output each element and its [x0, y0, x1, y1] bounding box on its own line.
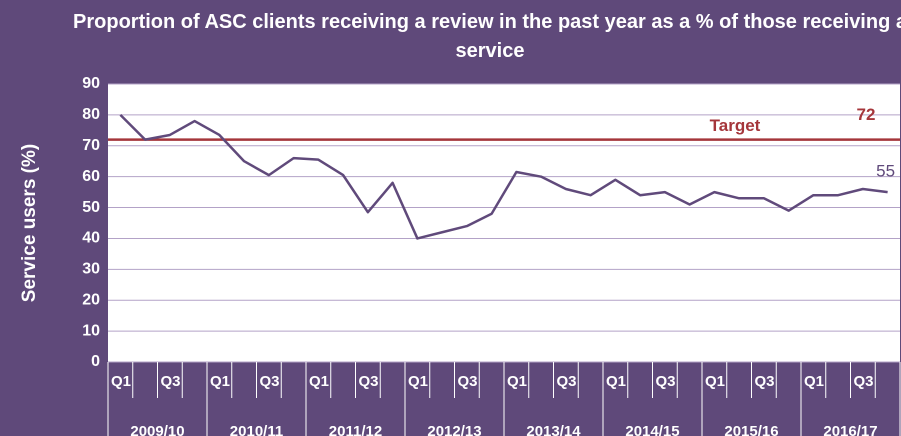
- x-tick-label: Q1: [705, 373, 725, 390]
- y-tick-label: 80: [82, 106, 100, 123]
- target-value-label: 72: [857, 105, 876, 124]
- target-label: Target: [710, 116, 761, 135]
- group-label: 2010/11: [230, 423, 283, 436]
- x-tick-label: Q3: [656, 373, 676, 390]
- group-label: 2015/16: [724, 423, 778, 436]
- group-label: 2016/17: [823, 423, 877, 436]
- x-tick-label: Q3: [755, 373, 775, 390]
- y-tick-label: 30: [82, 261, 100, 278]
- x-tick-label: Q3: [557, 373, 577, 390]
- group-label: 2012/13: [427, 423, 481, 436]
- y-tick-label: 60: [82, 168, 100, 185]
- data-line: [119, 114, 888, 240]
- y-tick-label: 50: [82, 199, 100, 216]
- x-tick-label: Q3: [260, 373, 280, 390]
- y-tick-label: 40: [82, 230, 100, 247]
- x-tick-label: Q1: [606, 373, 626, 390]
- x-tick-label: Q3: [854, 373, 874, 390]
- group-label: 2009/10: [130, 423, 184, 436]
- x-tick-label: Q1: [507, 373, 527, 390]
- chart-title: Proportion of ASC clients receiving a re…: [73, 11, 901, 62]
- y-tick-label: 10: [82, 322, 100, 339]
- data-label: 55: [876, 162, 895, 181]
- x-tick-label: Q3: [161, 373, 181, 390]
- x-tick-label: Q3: [359, 373, 379, 390]
- x-tick-label: Q1: [210, 373, 230, 390]
- group-label: 2013/14: [526, 423, 581, 436]
- y-tick-label: 20: [82, 291, 100, 308]
- x-tick-label: Q1: [804, 373, 824, 390]
- x-tick-label: Q3: [458, 373, 478, 390]
- y-axis-label: Service users (%): [19, 144, 40, 302]
- x-tick-label: Q1: [408, 373, 428, 390]
- group-label: 2011/12: [329, 423, 382, 436]
- group-label: 2014/15: [625, 423, 679, 436]
- plot-area: [108, 84, 900, 362]
- y-tick-label: 0: [91, 353, 100, 370]
- x-tick-label: Q1: [111, 373, 131, 390]
- y-tick-label: 90: [82, 75, 100, 92]
- x-tick-label: Q1: [309, 373, 329, 390]
- y-tick-label: 70: [82, 137, 100, 154]
